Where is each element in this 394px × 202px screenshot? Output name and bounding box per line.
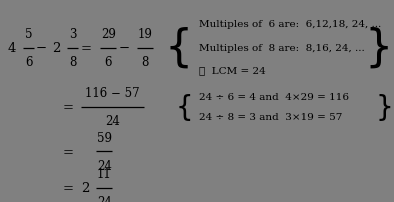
Text: =: = <box>80 42 91 55</box>
Text: {: { <box>175 93 193 121</box>
Text: 2: 2 <box>52 42 61 55</box>
Text: 59: 59 <box>97 131 112 144</box>
Text: 24 ÷ 8 = 3 and  3×19 = 57: 24 ÷ 8 = 3 and 3×19 = 57 <box>199 113 342 122</box>
Text: 24 ÷ 6 = 4 and  4×29 = 116: 24 ÷ 6 = 4 and 4×29 = 116 <box>199 93 349 101</box>
Text: =: = <box>63 145 74 158</box>
Text: 2: 2 <box>81 181 89 194</box>
Text: }: } <box>364 26 393 69</box>
Text: −: − <box>36 42 47 55</box>
Text: Multiples of  6 are:  6,12,18, 24, ...: Multiples of 6 are: 6,12,18, 24, ... <box>199 20 381 29</box>
Text: 6: 6 <box>25 56 33 69</box>
Text: 29: 29 <box>101 28 116 41</box>
Text: 24: 24 <box>105 114 120 127</box>
Text: −: − <box>119 42 130 55</box>
Text: 116 − 57: 116 − 57 <box>85 87 139 100</box>
Text: {: { <box>165 26 193 69</box>
Text: ∴  LCM = 24: ∴ LCM = 24 <box>199 66 266 75</box>
Text: 8: 8 <box>141 56 148 69</box>
Text: 24: 24 <box>97 159 112 172</box>
Text: Multiples of  8 are:  8,16, 24, ...: Multiples of 8 are: 8,16, 24, ... <box>199 44 365 53</box>
Text: 3: 3 <box>69 28 77 41</box>
Text: =: = <box>63 101 74 114</box>
Text: 24: 24 <box>97 195 112 202</box>
Text: 19: 19 <box>137 28 152 41</box>
Text: 8: 8 <box>69 56 76 69</box>
Text: =: = <box>63 181 74 194</box>
Text: 11: 11 <box>97 168 112 181</box>
Text: 4: 4 <box>8 42 16 55</box>
Text: 6: 6 <box>104 56 112 69</box>
Text: 5: 5 <box>25 28 33 41</box>
Text: }: } <box>375 93 393 121</box>
